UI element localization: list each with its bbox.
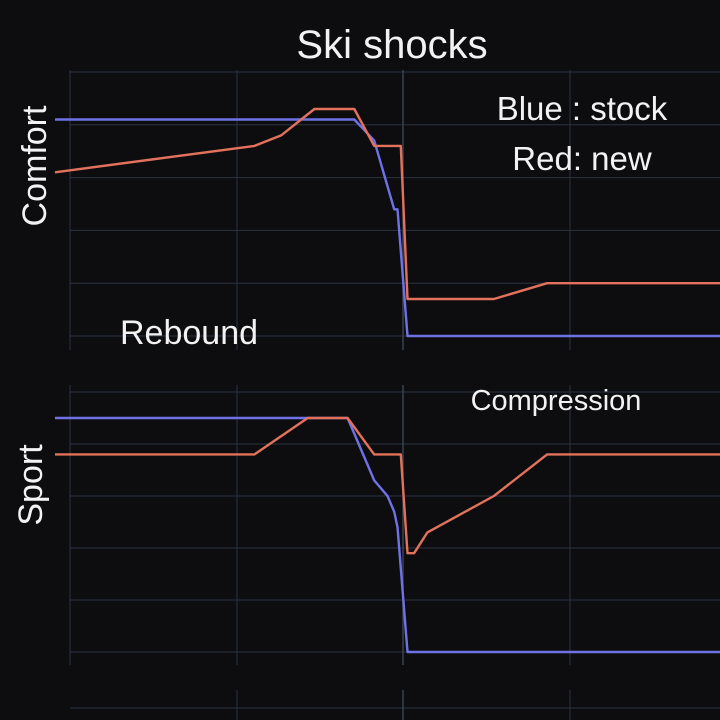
sport-plot-area	[55, 416, 720, 654]
chart-title: Ski shocks	[296, 23, 487, 67]
comfort-grid	[69, 70, 720, 350]
legend-new-label: Red: new	[512, 140, 652, 177]
series-line-stock	[55, 118, 720, 338]
rebound-annotation: Rebound	[120, 314, 258, 352]
compression-annotation: Compression	[471, 385, 642, 417]
series-line-new	[54, 107, 720, 301]
comfort-plot-area	[54, 107, 720, 338]
sport-axis-label: Sport	[12, 444, 50, 526]
series-line-new	[55, 416, 720, 555]
comfort-axis-label: Comfort	[16, 105, 54, 226]
legend-stock-label: Blue : stock	[497, 90, 668, 127]
